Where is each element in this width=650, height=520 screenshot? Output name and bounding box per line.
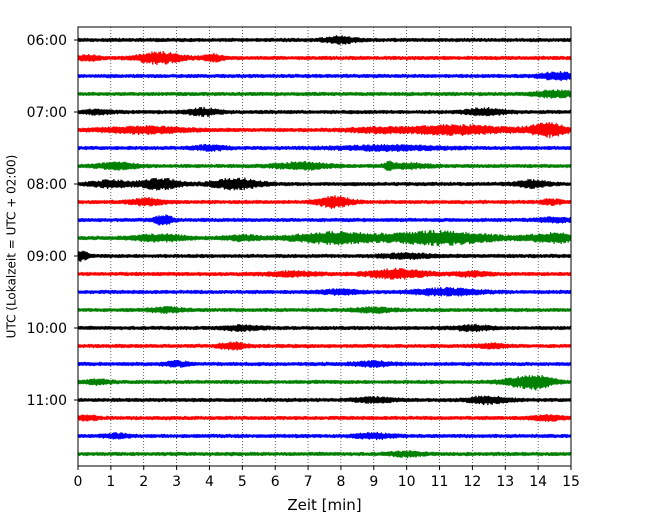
trace-1145 — [77, 450, 572, 459]
x-tick-label: 2 — [139, 474, 148, 490]
y-tick-label: 11:00 — [27, 393, 67, 409]
x-tick-label: 11 — [431, 474, 449, 490]
trace-0845 — [77, 229, 572, 247]
trace-1100 — [77, 395, 572, 406]
trace-1045 — [77, 374, 572, 391]
trace-0630 — [77, 71, 572, 82]
trace-0715 — [77, 121, 572, 139]
x-axis-ticks: 0 1 2 3 4 5 6 7 8 9 10 11 12 13 14 15 — [74, 466, 580, 490]
x-tick-label: 6 — [271, 474, 280, 490]
trace-0615 — [77, 51, 572, 66]
y-tick-label: 07:00 — [27, 105, 67, 121]
x-axis-label: Zeit [min] — [287, 496, 361, 514]
seismogram-traces — [77, 35, 572, 459]
x-tick-label: 10 — [398, 474, 416, 490]
x-tick-label: 7 — [304, 474, 313, 490]
y-tick-label: 09:00 — [27, 249, 67, 265]
x-tick-label: 3 — [172, 474, 181, 490]
x-tick-label: 13 — [496, 474, 514, 490]
trace-1115 — [77, 414, 572, 423]
x-tick-label: 1 — [106, 474, 115, 490]
plot-frame — [77, 26, 572, 467]
y-axis-ticks: 06:00 07:00 08:00 09:00 10:00 11:00 — [27, 33, 78, 409]
trace-0915 — [77, 267, 572, 280]
trace-0930 — [77, 286, 572, 297]
y-tick-label: 06:00 — [27, 33, 67, 49]
x-tick-label: 0 — [74, 474, 83, 490]
x-tick-label: 12 — [463, 474, 481, 490]
trace-0700 — [77, 106, 572, 118]
x-tick-label: 9 — [369, 474, 378, 490]
trace-0645 — [77, 89, 572, 99]
trace-0815 — [77, 195, 572, 210]
trace-1015 — [77, 341, 572, 351]
trace-1000 — [77, 323, 572, 333]
trace-1030 — [77, 359, 572, 369]
trace-0900 — [77, 250, 572, 262]
x-tick-label: 4 — [205, 474, 214, 490]
y-tick-label: 08:00 — [27, 177, 67, 193]
trace-0745 — [77, 160, 572, 172]
trace-0945 — [77, 305, 572, 315]
x-tick-label: 8 — [336, 474, 345, 490]
x-tick-label: 5 — [238, 474, 247, 490]
y-axis-label: UTC (Lokalzeit = UTC + 02:00) — [5, 155, 19, 339]
trace-0800 — [77, 177, 572, 191]
trace-0830 — [77, 214, 572, 226]
trace-1130 — [77, 431, 572, 441]
x-tick-label: 15 — [562, 474, 580, 490]
trace-0600 — [77, 35, 572, 45]
grid — [110, 27, 539, 466]
x-tick-label: 14 — [529, 474, 547, 490]
trace-0730 — [77, 143, 572, 153]
y-tick-label: 10:00 — [27, 321, 67, 337]
